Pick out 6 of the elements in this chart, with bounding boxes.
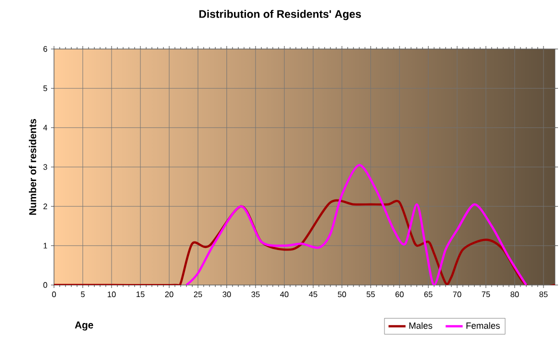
- chart-title: Distribution of Residents' Ages: [199, 10, 361, 20]
- legend-label: Females: [466, 322, 500, 329]
- y-axis-title: Number of residents: [28, 118, 36, 215]
- line-series: [185, 164, 528, 285]
- legend-label: Males: [409, 322, 432, 329]
- x-axis-title: Age: [74, 322, 94, 331]
